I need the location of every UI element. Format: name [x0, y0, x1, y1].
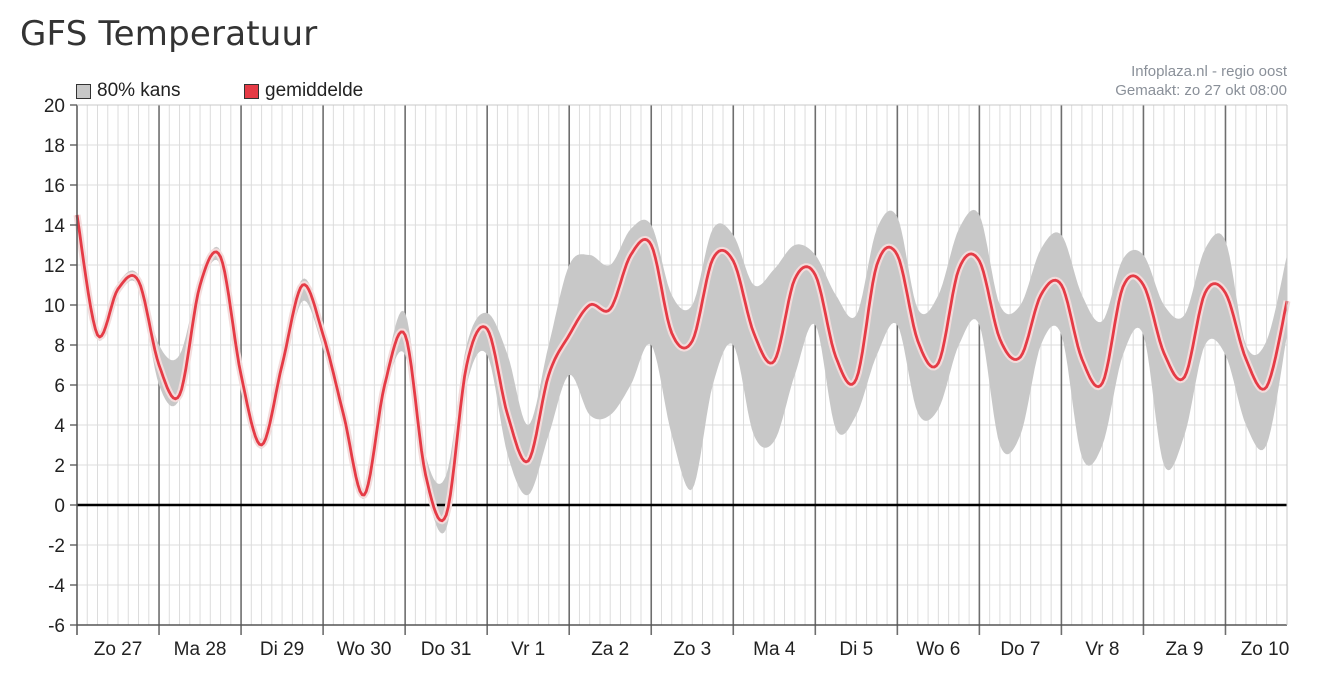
page-title: GFS Temperatuur [20, 14, 318, 54]
y-tick-label: 20 [44, 96, 65, 117]
y-tick-label: 4 [54, 416, 65, 437]
x-day-label: Ma 4 [753, 639, 796, 660]
x-day-label: Ma 28 [174, 639, 227, 660]
series-mean-line [75, 214, 1289, 523]
x-day-label: Zo 27 [94, 639, 143, 660]
x-day-label: Wo 30 [337, 639, 392, 660]
y-tick-label: 2 [54, 456, 65, 477]
legend-band-label: 80% kans [97, 80, 181, 101]
x-day-label: Za 2 [591, 639, 629, 660]
legend-item-band: 80% kans [76, 80, 180, 102]
legend-band-swatch [76, 83, 91, 99]
x-day-label: Za 9 [1165, 639, 1203, 660]
x-day-label: Di 29 [260, 639, 304, 660]
y-tick-label: 6 [54, 376, 65, 397]
y-tick-label: 12 [44, 256, 65, 277]
y-tick-label: -2 [48, 536, 65, 557]
legend-mean-swatch [244, 83, 259, 99]
y-tick-label: 14 [44, 216, 66, 237]
mean-line [73, 214, 1291, 525]
y-tick-label: 16 [44, 176, 65, 197]
y-tick-label: 8 [54, 336, 65, 357]
x-day-label: Zo 3 [673, 639, 711, 660]
x-day-label: Wo 6 [916, 639, 960, 660]
legend-item-mean: gemiddelde [244, 80, 363, 102]
x-day-label: Zo 10 [1241, 639, 1290, 660]
x-day-label: Vr 1 [511, 639, 545, 660]
x-day-label: Di 5 [839, 639, 873, 660]
y-tick-label: 10 [44, 296, 65, 317]
x-day-label: Vr 8 [1085, 639, 1119, 660]
y-tick-label: -4 [48, 576, 65, 597]
x-day-label: Do 31 [421, 639, 472, 660]
credits-timestamp: Gemaakt: zo 27 okt 08:00 [1115, 82, 1287, 99]
x-tick-labels: Zo 27 Ma 28 Di 29 Wo 30 Do 31 Vr 1 Za 2 Zo 3 Ma … [94, 639, 1290, 660]
chart-credits: Infoplaza.nl - regio oost Gemaakt: zo 27… [1115, 62, 1287, 100]
y-tick-label: 18 [44, 136, 65, 157]
y-tick-label: -6 [48, 616, 65, 637]
axes [70, 104, 1288, 635]
legend-mean-label: gemiddelde [265, 80, 364, 101]
x-day-label: Do 7 [1000, 639, 1040, 660]
y-tick-label: 0 [54, 496, 65, 517]
credits-source: Infoplaza.nl - regio oost [1131, 63, 1287, 80]
